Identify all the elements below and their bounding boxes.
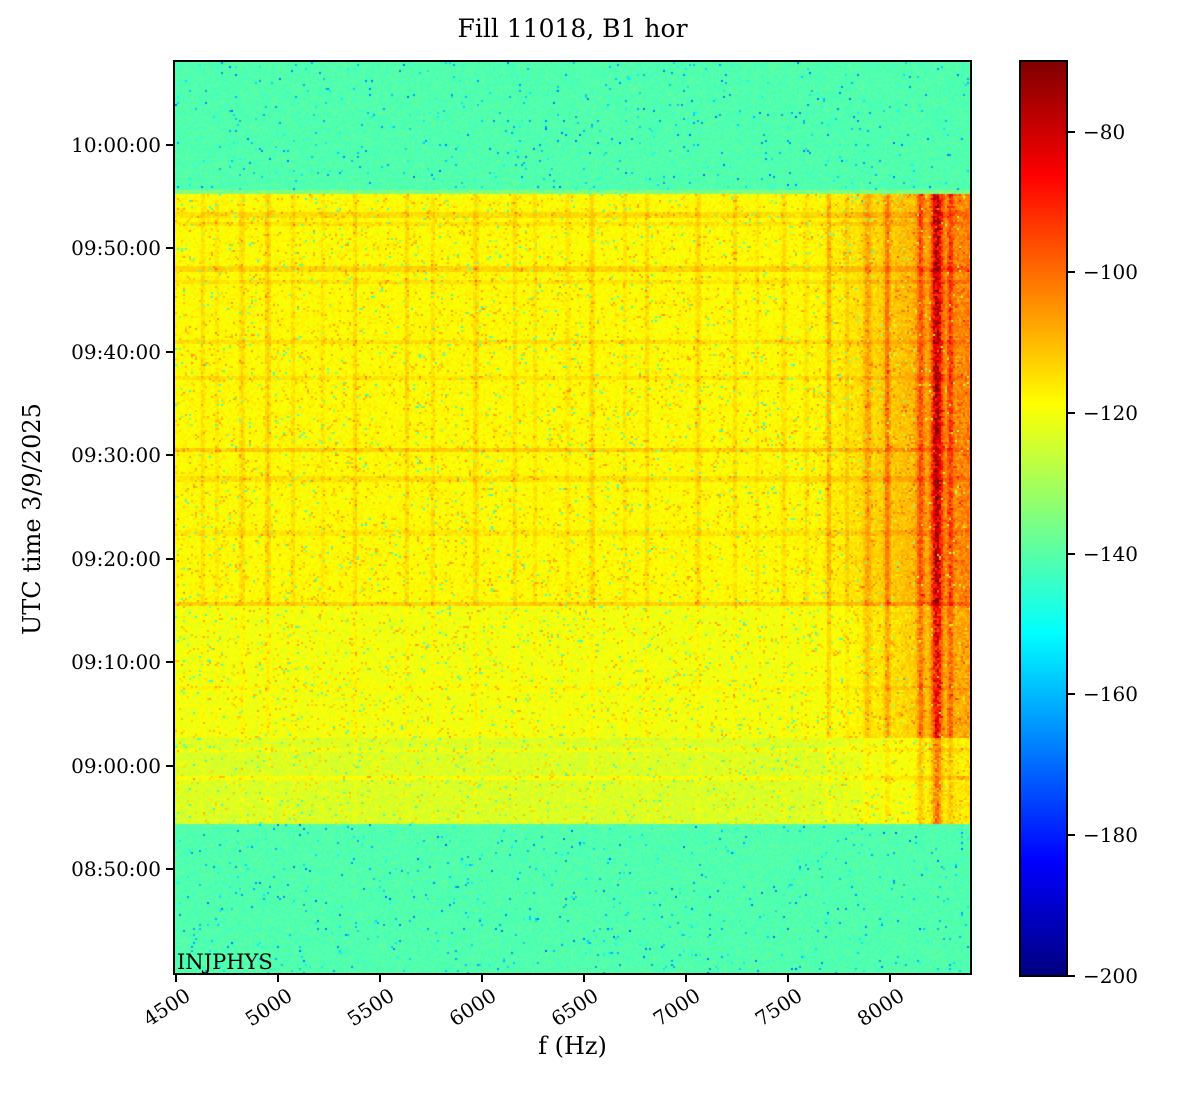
x-axis-label: f (Hz) <box>538 1032 607 1060</box>
x-tick-label: 6000 <box>444 983 501 1032</box>
plot-area: INJPHYS <box>173 60 972 975</box>
y-axis-label: UTC time 3/9/2025 <box>18 403 46 635</box>
y-tick-mark <box>166 868 173 871</box>
y-tick-mark <box>166 661 173 664</box>
spectrogram-heatmap <box>175 62 970 973</box>
colorbar-tick-mark <box>1068 130 1075 133</box>
colorbar-tick-label: −200 <box>1083 963 1138 988</box>
colorbar <box>1019 60 1068 977</box>
x-tick-mark <box>175 975 178 982</box>
colorbar-tick-mark <box>1068 271 1075 274</box>
y-tick-label: 09:10:00 <box>71 650 161 675</box>
x-tick-mark <box>379 975 382 982</box>
y-tick-label: 09:50:00 <box>71 236 161 261</box>
colorbar-tick-label: −100 <box>1083 260 1138 285</box>
x-tick-label: 7500 <box>750 983 807 1032</box>
beam-mode-annotation: INJPHYS <box>177 950 273 974</box>
y-tick-label: 09:40:00 <box>71 339 161 364</box>
x-tick-label: 8000 <box>852 983 909 1032</box>
x-tick-label: 5000 <box>240 983 297 1032</box>
colorbar-tick-mark <box>1068 974 1075 977</box>
colorbar-gradient <box>1021 62 1066 975</box>
x-tick-label: 6500 <box>546 983 603 1032</box>
x-tick-label: 5500 <box>342 983 399 1032</box>
colorbar-tick-label: −160 <box>1083 682 1138 707</box>
x-tick-label: 4500 <box>138 983 195 1032</box>
x-tick-mark <box>889 975 892 982</box>
x-tick-mark <box>583 975 586 982</box>
y-tick-mark <box>166 143 173 146</box>
colorbar-tick-label: −140 <box>1083 541 1138 566</box>
y-tick-mark <box>166 764 173 767</box>
y-tick-mark <box>166 557 173 560</box>
plot-title: Fill 11018, B1 hor <box>457 14 688 43</box>
colorbar-tick-mark <box>1068 552 1075 555</box>
x-tick-mark <box>685 975 688 982</box>
colorbar-tick-mark <box>1068 693 1075 696</box>
y-tick-label: 09:30:00 <box>71 443 161 468</box>
x-tick-mark <box>787 975 790 982</box>
y-tick-mark <box>166 454 173 457</box>
x-tick-label: 7000 <box>648 983 705 1032</box>
y-tick-label: 09:20:00 <box>71 546 161 571</box>
y-tick-label: 09:00:00 <box>71 753 161 778</box>
colorbar-tick-label: −120 <box>1083 401 1138 426</box>
x-tick-mark <box>277 975 280 982</box>
colorbar-tick-mark <box>1068 412 1075 415</box>
x-tick-mark <box>481 975 484 982</box>
y-tick-mark <box>166 247 173 250</box>
colorbar-tick-label: −180 <box>1083 822 1138 847</box>
y-tick-label: 10:00:00 <box>71 132 161 157</box>
colorbar-tick-label: −80 <box>1083 119 1126 144</box>
y-tick-label: 08:50:00 <box>71 857 161 882</box>
y-tick-mark <box>166 350 173 353</box>
colorbar-tick-mark <box>1068 833 1075 836</box>
